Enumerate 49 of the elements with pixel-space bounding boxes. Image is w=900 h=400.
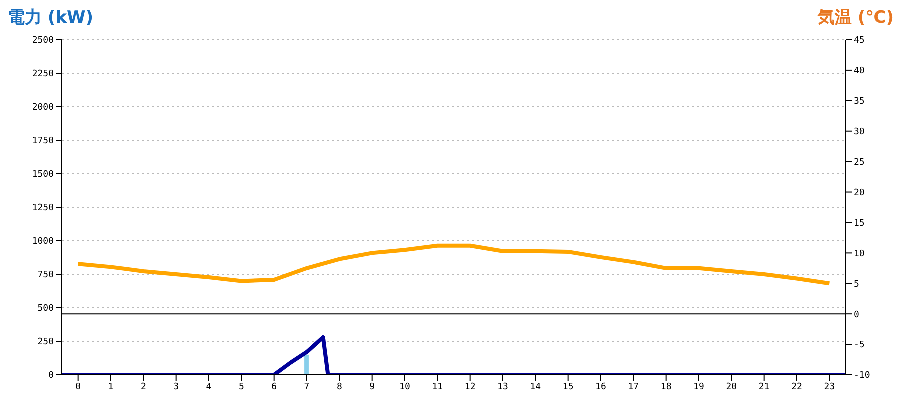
x-tick-label: 11: [432, 382, 444, 392]
y2-tick-label: 15: [854, 218, 865, 229]
x-tick-label: 7: [304, 382, 310, 392]
y2-tick-label: 45: [854, 36, 865, 46]
x-tick-label: 18: [660, 382, 672, 392]
x-tick-label: 9: [370, 382, 376, 392]
y-tick-label: 2250: [32, 70, 54, 80]
y-tick-label: 1750: [32, 136, 54, 147]
y-tick-label: 250: [38, 338, 54, 348]
x-tick-label: 13: [498, 382, 508, 392]
x-tick-label: 17: [628, 382, 640, 392]
y-tick-label: 1000: [32, 237, 54, 248]
y2-tick-label: 5: [854, 280, 860, 290]
x-tick-label: 4: [206, 382, 212, 392]
y2-tick-label: 35: [854, 97, 865, 108]
x-tick-label: 3: [174, 382, 180, 392]
x-tick-label: 2: [140, 382, 146, 392]
y2-tick-label: 20: [854, 188, 865, 198]
x-tick-label: 10: [400, 382, 410, 392]
y-tick-label: 1500: [32, 170, 54, 180]
x-tick-label: 19: [694, 382, 704, 392]
y2-tick-label: -5: [854, 340, 865, 351]
x-tick-label: 22: [792, 382, 802, 392]
y2-axis-title: 気温 (℃): [818, 7, 894, 29]
y-tick-label: 0: [48, 371, 54, 382]
x-tick-label: 5: [238, 382, 244, 392]
x-tick-label: 12: [464, 382, 476, 392]
x-tick-label: 15: [562, 382, 574, 392]
y-tick-label: 2000: [32, 103, 54, 114]
x-tick-label: 21: [758, 382, 770, 392]
y2-tick-label: 40: [854, 66, 865, 77]
x-tick-label: 20: [726, 382, 738, 392]
y-tick-label: 500: [38, 304, 54, 314]
x-tick-label: 6: [272, 382, 278, 392]
y-tick-label: 750: [38, 270, 54, 281]
y2-tick-label: 30: [854, 128, 865, 138]
x-tick-label: 23: [824, 382, 836, 392]
y-tick-label: 1250: [32, 204, 54, 214]
x-tick-label: 0: [76, 382, 82, 392]
x-tick-label: 1: [108, 382, 114, 392]
x-tick-label: 14: [530, 382, 542, 392]
y2-tick-label: 10: [854, 249, 865, 260]
y-tick-label: 2500: [32, 36, 54, 46]
y2-tick-label: 0: [854, 310, 860, 320]
y2-tick-label: -10: [854, 371, 870, 382]
y2-tick-label: 25: [854, 158, 865, 168]
x-tick-label: 16: [596, 382, 606, 392]
y-axis-title: 電力 (kW): [8, 7, 94, 29]
x-tick-label: 8: [336, 382, 342, 392]
